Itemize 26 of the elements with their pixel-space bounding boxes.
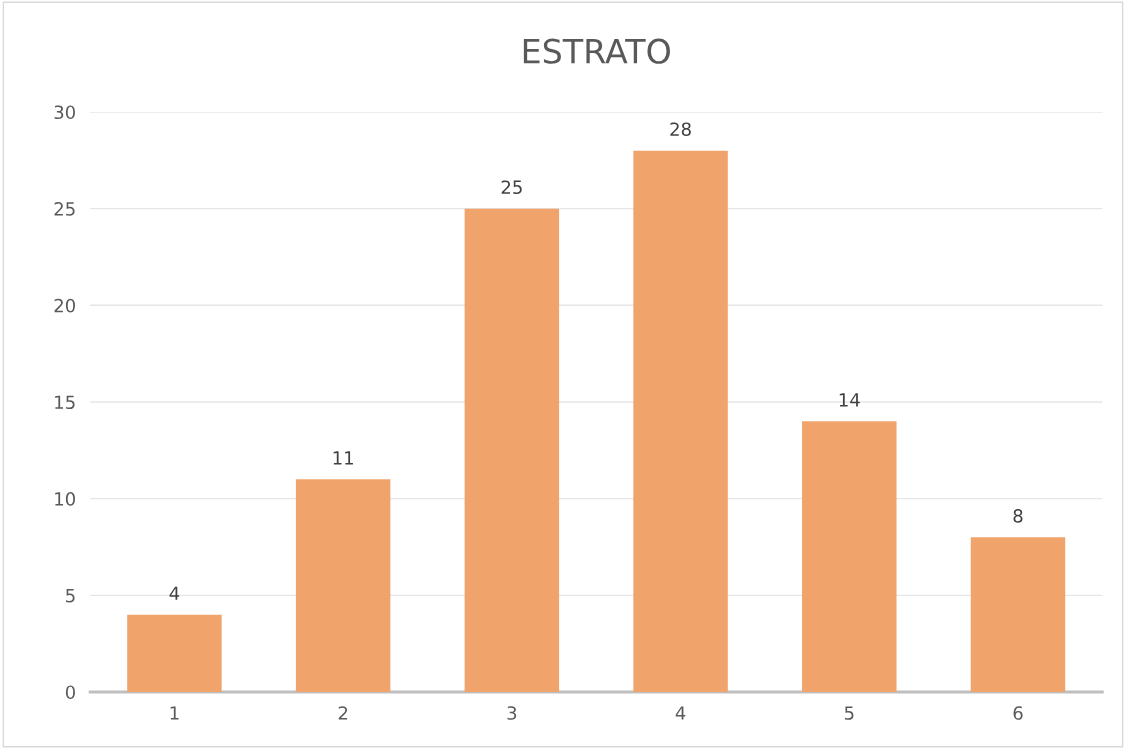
y-tick-label: 0 <box>65 685 75 700</box>
y-tick-label: 10 <box>55 492 75 506</box>
bar <box>802 421 897 692</box>
x-tick-label: 4 <box>675 706 686 720</box>
x-tick-label: 2 <box>338 706 348 720</box>
bar <box>127 614 222 692</box>
y-tick-label: 20 <box>54 298 75 313</box>
bar <box>295 479 391 692</box>
data-label: 28 <box>670 122 691 137</box>
y-tick-label: 25 <box>54 202 75 216</box>
data-label: 25 <box>501 180 522 195</box>
data-label: 11 <box>333 451 353 465</box>
y-tick-label: 30 <box>54 105 75 120</box>
chart-title: ESTRATO <box>523 38 670 64</box>
x-tick-label: 1 <box>170 706 179 720</box>
bar <box>464 208 560 692</box>
data-label: 4 <box>169 586 180 600</box>
data-label: 8 <box>1013 509 1023 523</box>
x-tick-label: 3 <box>507 706 517 720</box>
x-tick-label: 5 <box>844 706 854 720</box>
data-label: 14 <box>839 393 860 407</box>
y-tick-label: 5 <box>66 589 75 603</box>
x-tick-label: 6 <box>1013 706 1023 720</box>
bar <box>633 150 728 692</box>
bar <box>970 537 1066 692</box>
y-tick-label: 15 <box>55 395 75 410</box>
